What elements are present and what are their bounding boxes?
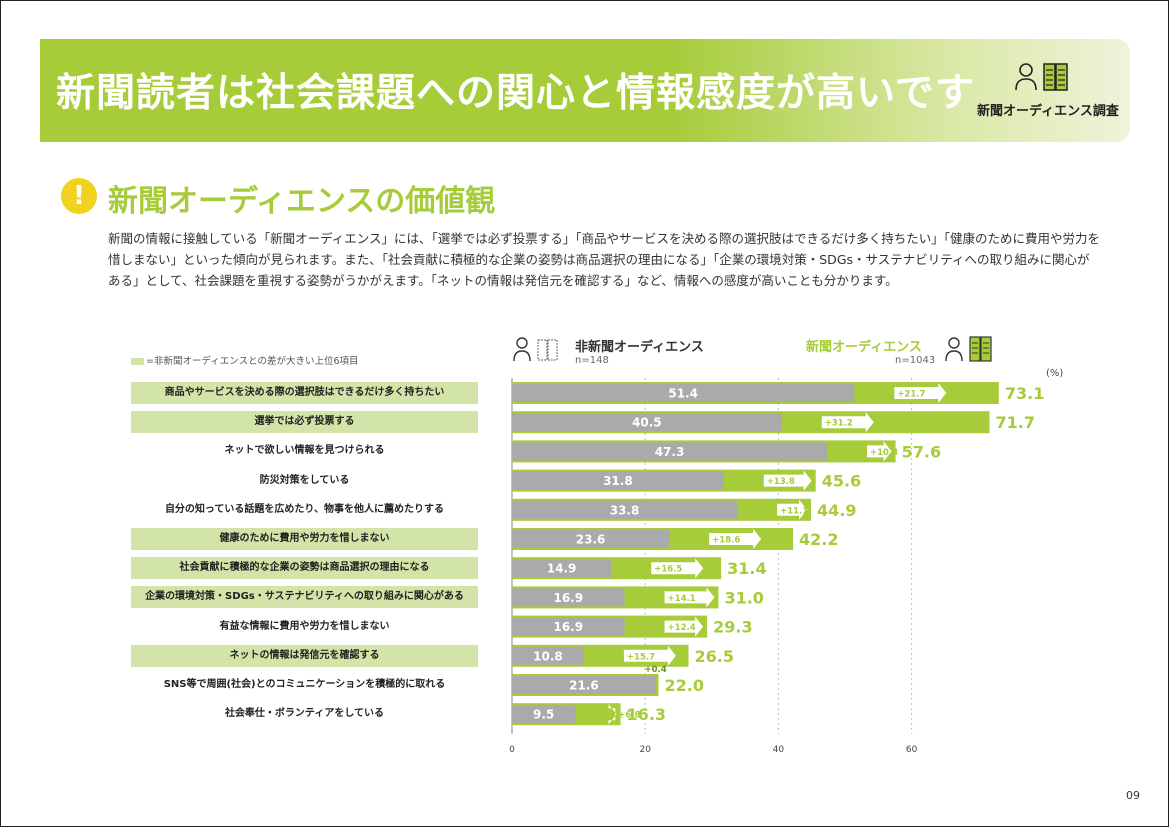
bar-non-newspaper bbox=[512, 559, 612, 578]
bar-non-newspaper bbox=[512, 530, 670, 548]
category-label: SNS等で周囲(社会)とのコミュニケーションを積極的に取れる bbox=[163, 679, 446, 690]
difference-arrow bbox=[651, 558, 704, 579]
exclamation-icon: ! bbox=[61, 178, 97, 214]
difference-label: +16.5 bbox=[654, 565, 682, 575]
value-label-non-newspaper: 14.9 bbox=[547, 562, 577, 576]
difference-label: +10.3 bbox=[870, 448, 898, 458]
description-line: ある」として、社会課題を重視する姿勢がうかがえます。「ネットの情報は発信元を確認… bbox=[108, 273, 898, 288]
difference-arrow bbox=[763, 470, 812, 491]
value-label-non-newspaper: 9.5 bbox=[533, 708, 554, 722]
survey-brand: 新聞オーディエンス調査 bbox=[975, 60, 1120, 120]
value-label-non-newspaper: 51.4 bbox=[668, 387, 698, 401]
difference-arrow bbox=[867, 441, 892, 462]
legend-note-text: =非新聞オーディエンスとの差が大きい上位6項目 bbox=[146, 356, 359, 367]
person-book-icon bbox=[945, 336, 992, 362]
series-name-newspaper: 新聞オーディエンス bbox=[806, 340, 922, 355]
bar-non-newspaper bbox=[512, 676, 656, 694]
difference-label: +12.4 bbox=[668, 623, 696, 633]
value-label-newspaper: 16.3 bbox=[627, 705, 666, 724]
difference-arrow bbox=[664, 587, 715, 608]
legend-note: =非新聞オーディエンスとの差が大きい上位6項目 bbox=[131, 353, 359, 367]
value-label-newspaper: 42.2 bbox=[799, 530, 838, 549]
value-label-newspaper: 31.0 bbox=[724, 588, 763, 607]
person-book-icon bbox=[1015, 63, 1068, 91]
value-label-newspaper: 44.9 bbox=[817, 501, 856, 520]
difference-label: +18.6 bbox=[712, 536, 740, 546]
difference-arrow bbox=[821, 412, 874, 433]
value-label-non-newspaper: 31.8 bbox=[603, 474, 633, 488]
value-label-newspaper: 45.6 bbox=[822, 472, 861, 491]
difference-arrow bbox=[608, 704, 617, 725]
description-line: 新聞の情報に接触している「新聞オーディエンス」には、「選挙では必ず投票する」「商… bbox=[108, 231, 1101, 246]
brand-label: 新聞オーディエンス調査 bbox=[977, 104, 1119, 119]
difference-label: +13.8 bbox=[767, 477, 795, 487]
description: 新聞の情報に接触している「新聞オーディエンス」には、「選挙では必ず投票する」「商… bbox=[108, 228, 1118, 291]
value-label-newspaper: 57.6 bbox=[902, 442, 941, 461]
category-label: 自分の知っている話題を広めたり、物事を他人に薦めたりする bbox=[164, 503, 445, 515]
difference-arrow bbox=[664, 616, 704, 637]
bar-non-newspaper bbox=[512, 588, 625, 607]
category-label: 選挙では必ず投票する bbox=[131, 411, 478, 434]
value-label-non-newspaper: 40.5 bbox=[632, 416, 662, 430]
difference-label: +31.2 bbox=[825, 419, 853, 429]
page-number: 09 bbox=[1126, 789, 1140, 802]
difference-label: +15.7 bbox=[627, 652, 655, 662]
description-line: 惜しまない」といった傾向が見られます。また、「社会貢献に積極的な企業の姿勢は商品… bbox=[108, 252, 1090, 267]
category-label: 社会貢献に積極的な企業の姿勢は商品選択の理由になる bbox=[131, 557, 478, 580]
value-label-non-newspaper: 33.8 bbox=[610, 503, 640, 517]
category-label: 防災対策をしている bbox=[259, 474, 350, 486]
difference-arrow bbox=[709, 529, 762, 549]
difference-label: +11.1 bbox=[780, 506, 808, 516]
value-label-non-newspaper: 16.9 bbox=[553, 620, 583, 634]
series-name-non-newspaper: 非新聞オーディエンス bbox=[575, 340, 704, 355]
value-label-non-newspaper: 47.3 bbox=[655, 445, 685, 459]
person-outline-book-icon bbox=[513, 337, 558, 362]
bar-non-newspaper bbox=[512, 413, 782, 432]
value-label-newspaper: 71.7 bbox=[996, 413, 1035, 432]
x-tick-label: 40 bbox=[773, 745, 785, 755]
difference-label: +6.8 bbox=[618, 711, 640, 721]
category-label: 商品やサービスを決める際の選択肢はできるだけ多く持ちたい bbox=[131, 382, 478, 404]
bar-non-newspaper bbox=[512, 617, 625, 636]
bar-non-newspaper bbox=[512, 646, 584, 665]
value-label-newspaper: 73.1 bbox=[1005, 384, 1044, 403]
category-label: 社会奉仕・ボランティアをしている bbox=[224, 708, 385, 720]
section-title: 新聞オーディエンスの価値観 bbox=[108, 184, 496, 219]
category-label: ネットで欲しい情報を見つけられる bbox=[224, 445, 385, 457]
difference-arrow bbox=[894, 383, 947, 403]
x-tick-label: 20 bbox=[639, 745, 651, 755]
difference-label: +14.1 bbox=[668, 594, 696, 604]
unit-label: (%) bbox=[1046, 368, 1064, 379]
bar-non-newspaper bbox=[512, 705, 576, 724]
value-label-newspaper: 26.5 bbox=[694, 647, 733, 666]
value-label-newspaper: 31.4 bbox=[727, 559, 766, 578]
category-label: 有益な情報に費用や労力を惜しまない bbox=[219, 620, 390, 632]
value-label-non-newspaper: 10.8 bbox=[533, 649, 563, 663]
value-label-non-newspaper: 21.6 bbox=[569, 679, 599, 693]
category-label: ネットの情報は発信元を確認する bbox=[131, 644, 478, 667]
bar-non-newspaper bbox=[512, 471, 724, 490]
bar-non-newspaper bbox=[512, 500, 738, 519]
value-label-newspaper: 29.3 bbox=[713, 618, 752, 637]
header-banner bbox=[40, 39, 1130, 142]
difference-label: +0.4 bbox=[645, 665, 667, 675]
bar-non-newspaper bbox=[512, 442, 828, 461]
value-label-newspaper: 22.0 bbox=[665, 676, 704, 695]
value-label-non-newspaper: 16.9 bbox=[553, 591, 583, 605]
page-title: 新聞読者は社会課題への関心と情報感度が高いです bbox=[56, 71, 975, 116]
category-label: 健康のために費用や労力を惜しまない bbox=[131, 528, 478, 550]
x-tick-label: 0 bbox=[509, 745, 515, 755]
difference-arrow bbox=[623, 645, 676, 666]
legend-swatch bbox=[131, 358, 144, 365]
x-tick-label: 60 bbox=[906, 745, 918, 755]
category-label: 企業の環境対策・SDGs・サステナビリティへの取り組みに関心がある bbox=[131, 586, 478, 609]
value-label-non-newspaper: 23.6 bbox=[576, 533, 606, 547]
difference-arrow bbox=[777, 499, 808, 520]
series-n-newspaper: n=1043 bbox=[895, 355, 936, 366]
bar-non-newspaper bbox=[512, 384, 855, 402]
series-n-non-newspaper: n=148 bbox=[575, 355, 609, 366]
difference-label: +21.7 bbox=[897, 390, 925, 400]
